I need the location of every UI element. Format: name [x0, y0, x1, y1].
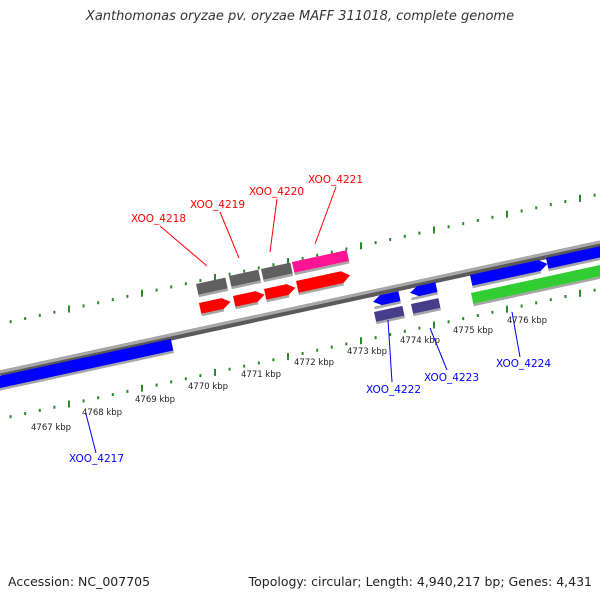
gene-green-body [471, 263, 600, 304]
gene-xoo4224 [470, 260, 548, 289]
scale-label: 4774 kbp [400, 336, 440, 346]
scale-label: 4771 kbp [241, 370, 281, 380]
gene-slate-1 [374, 305, 405, 325]
leader-line-xoo4221 [314, 186, 337, 245]
gene-gray-1-shadow [198, 288, 229, 298]
leader-line-xoo4224 [511, 311, 521, 358]
leader-line-xoo4222 [387, 319, 393, 383]
gene-label-xoo4222: XOO_4222 [366, 384, 421, 396]
gene-xoo4223-shadow [411, 292, 439, 301]
gene-slate-2-body [411, 298, 441, 314]
scale-label: 4767 kbp [31, 423, 71, 433]
scale-label: 4776 kbp [507, 316, 547, 326]
scale-label: 4768 kbp [82, 408, 122, 418]
gene-red-4-body [296, 271, 351, 293]
scale-label: 4773 kbp [347, 347, 387, 357]
gene-red-1 [199, 298, 231, 317]
gene-xoo4221 [292, 250, 350, 276]
genome-title: Xanthomonas oryzae pv. oryzae MAFF 31101… [85, 9, 515, 24]
gene-green-shadow [473, 274, 600, 307]
gene-label-xoo4219: XOO_4219 [190, 199, 245, 211]
gene-label-xoo4220: XOO_4220 [249, 186, 304, 198]
gene-gray-1-body [196, 277, 228, 295]
gene-red-2-body [233, 291, 265, 307]
gene-gray-2-body [229, 269, 261, 287]
gene-xoo4221-shadow [294, 260, 350, 276]
scale-label: 4769 kbp [135, 395, 175, 405]
gene-xoo4222-shadow [374, 301, 402, 310]
gene-red-4-shadow [298, 282, 345, 296]
genome-backbone [0, 240, 600, 378]
leader-line-xoo4223 [429, 327, 448, 371]
gene-label-xoo4221: XOO_4221 [308, 174, 363, 186]
inner-tick-track [9, 288, 596, 419]
gene-blue-right-shadow [548, 255, 600, 272]
gene-xoo4221-body [292, 250, 350, 273]
scale-label: 4772 kbp [294, 358, 334, 368]
gene-slate-2 [411, 298, 442, 317]
gene-red-1-shadow [201, 308, 225, 317]
gene-label-xoo4218: XOO_4218 [131, 213, 186, 225]
gene-blue-right-body [546, 244, 600, 269]
gene-xoo4224-body [470, 260, 548, 286]
gene-gray-3-body [261, 262, 293, 280]
gene-xoo4223-body [410, 282, 438, 297]
gene-red-1-body [199, 298, 231, 314]
leader-line-xoo4219 [219, 211, 240, 259]
gene-slate-1-shadow [376, 315, 405, 325]
gene-xoo4224-shadow [472, 270, 542, 289]
gene-slate-1-body [374, 305, 405, 322]
leader-line-xoo4218 [159, 225, 208, 267]
gene-green [471, 263, 600, 307]
gene-label-xoo4224: XOO_4224 [496, 358, 551, 370]
gene-gray-1 [196, 277, 229, 298]
gene-red-2 [233, 291, 265, 310]
leader-line-xoo4220 [269, 198, 278, 253]
gene-red-4 [296, 271, 351, 296]
gene-red-3-body [264, 284, 296, 300]
gene-red-3 [264, 284, 296, 303]
gene-slate-2-shadow [413, 307, 442, 317]
gene-gray-2-shadow [231, 280, 262, 290]
gene-xoo4217-shadow [0, 350, 174, 393]
gene-xoo4223 [410, 282, 439, 301]
leader-line-xoo4217 [85, 413, 97, 454]
gene-red-2-shadow [235, 301, 259, 310]
gene-gray-2 [229, 269, 262, 290]
gene-blue-right [546, 244, 600, 272]
gene-gray-3 [261, 262, 294, 283]
gene-gray-3-shadow [263, 273, 294, 283]
gene-red-3-shadow [266, 294, 290, 303]
gene-xoo4222 [373, 291, 402, 310]
gene-xoo4222-body [373, 291, 401, 306]
accession-label: Accession: NC_007705 [8, 574, 151, 589]
gene-xoo4217 [0, 338, 174, 393]
scale-label: 4770 kbp [188, 382, 228, 392]
gene-label-xoo4223: XOO_4223 [424, 372, 479, 384]
scale-label: 4775 kbp [453, 326, 493, 336]
gene-xoo4217-body [0, 338, 174, 390]
outer-tick-track [9, 193, 596, 324]
gene-label-xoo4217: XOO_4217 [69, 453, 124, 465]
genome-summary: Topology: circular; Length: 4,940,217 bp… [248, 574, 592, 589]
